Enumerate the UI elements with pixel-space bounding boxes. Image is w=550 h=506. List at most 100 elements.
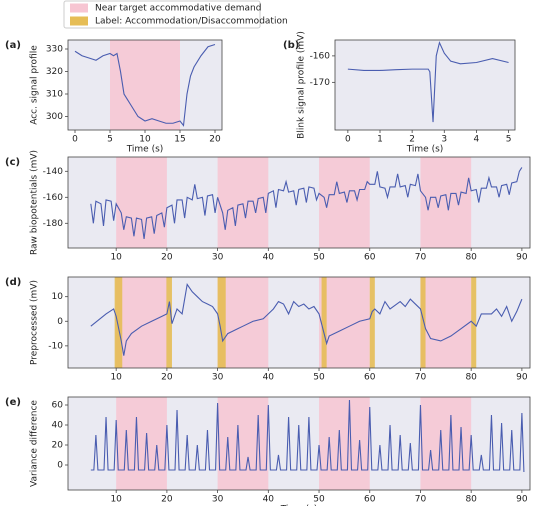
x-tick-label: 80 [465,495,477,505]
x-tick-label: 90 [516,495,528,505]
signal-line [90,282,523,356]
panel-label: (b) [283,40,299,51]
x-tick-label: 60 [364,253,376,263]
target-region [110,40,180,130]
x-tick-label: 1 [377,135,383,145]
target-region [217,277,269,368]
label-region [114,277,123,368]
panel-label: (d) [5,277,21,288]
x-tick-label: 60 [364,373,376,383]
panel-label: (c) [5,157,20,168]
target-region [420,397,472,490]
x-tick-label: 50 [313,253,325,263]
target-region [420,157,472,248]
x-tick-label: 3 [441,135,447,145]
signal-line [90,399,525,473]
x-tick-label: 50 [313,495,325,505]
target-region [116,397,167,490]
y-axis-label: Acc. signal profile [30,45,40,125]
y-tick-label: -170 [310,78,331,88]
x-tick-label: 70 [415,253,427,263]
label-region [217,277,226,368]
target-region [319,397,370,490]
target-region [319,157,370,248]
y-tick-label: 300 [46,112,63,122]
y-tick-label: 330 [46,45,63,55]
legend-label: Label: Accommodation/Disaccommodation [95,17,288,27]
label-region [166,277,172,368]
y-tick-label: 310 [46,90,63,100]
y-tick-label: 20 [52,441,64,451]
y-tick-label: 40 [52,421,64,431]
x-axis-label: Time (s) [406,145,444,155]
signal-line [90,167,523,239]
plot-frame [334,39,516,131]
panel-label: (a) [5,40,21,51]
signal-line [74,43,216,127]
y-axis-label: Raw biopotentials (mV) [30,150,40,255]
label-region [420,277,426,368]
x-tick-label: 5 [107,135,113,145]
x-tick-label: 15 [174,135,185,145]
x-tick-label: 90 [516,373,528,383]
x-tick-label: 10 [110,495,122,505]
plot-frame [67,396,531,491]
x-tick-label: 50 [313,373,325,383]
signal-line [347,40,509,123]
y-tick-label: 10 [52,292,64,302]
x-tick-label: 40 [263,253,275,263]
x-tick-label: 40 [263,373,275,383]
y-axis-label: Variance difference [30,400,40,487]
plot-frame [67,156,531,249]
x-tick-label: 90 [516,253,528,263]
plot-area [347,40,509,123]
target-region [217,397,269,490]
plot-background [335,40,515,130]
y-axis-label: Blink signal profile (mV) [297,31,307,139]
legend-label: Near target accommodative demand [95,4,261,14]
x-axis-label: Time (s) [280,505,318,506]
y-tick-label: 320 [46,67,63,77]
plot-frame [67,276,531,369]
x-tick-label: 10 [110,373,122,383]
x-tick-label: 5 [506,135,512,145]
x-tick-label: 20 [161,495,173,505]
plot-area [90,157,523,248]
x-tick-label: 10 [110,253,122,263]
x-tick-label: 20 [161,253,173,263]
legend-swatch [70,16,88,26]
x-tick-label: 80 [465,253,477,263]
y-axis-label: Preprocessed (mV) [30,280,40,365]
y-tick-label: 60 [52,401,64,411]
x-tick-label: 40 [263,495,275,505]
y-tick-label: 0 [57,317,63,327]
x-tick-label: 20 [209,135,221,145]
target-region [217,157,269,248]
x-tick-label: 30 [212,253,224,263]
legend-box [63,0,261,29]
y-tick-label: -180 [43,219,64,229]
x-tick-label: 2 [409,135,415,145]
x-tick-label: 80 [465,373,477,383]
y-tick-label: -160 [310,51,331,61]
target-region [420,277,472,368]
x-tick-label: 0 [345,135,351,145]
y-tick-label: 0 [57,461,63,471]
x-tick-label: 4 [474,135,480,145]
x-tick-label: 70 [415,495,427,505]
x-tick-label: 0 [72,135,78,145]
x-tick-label: 60 [364,495,376,505]
x-axis-label: Time (s) [126,145,164,155]
label-region [369,277,375,368]
x-tick-label: 30 [212,373,224,383]
panel-label: (e) [5,397,21,408]
x-tick-label: 10 [139,135,151,145]
plot-area [90,397,525,490]
label-region [471,277,477,368]
y-tick-label: -140 [43,167,64,177]
plot-area [74,40,216,130]
label-region [321,277,327,368]
y-tick-label: -160 [43,193,64,203]
target-region [319,277,370,368]
